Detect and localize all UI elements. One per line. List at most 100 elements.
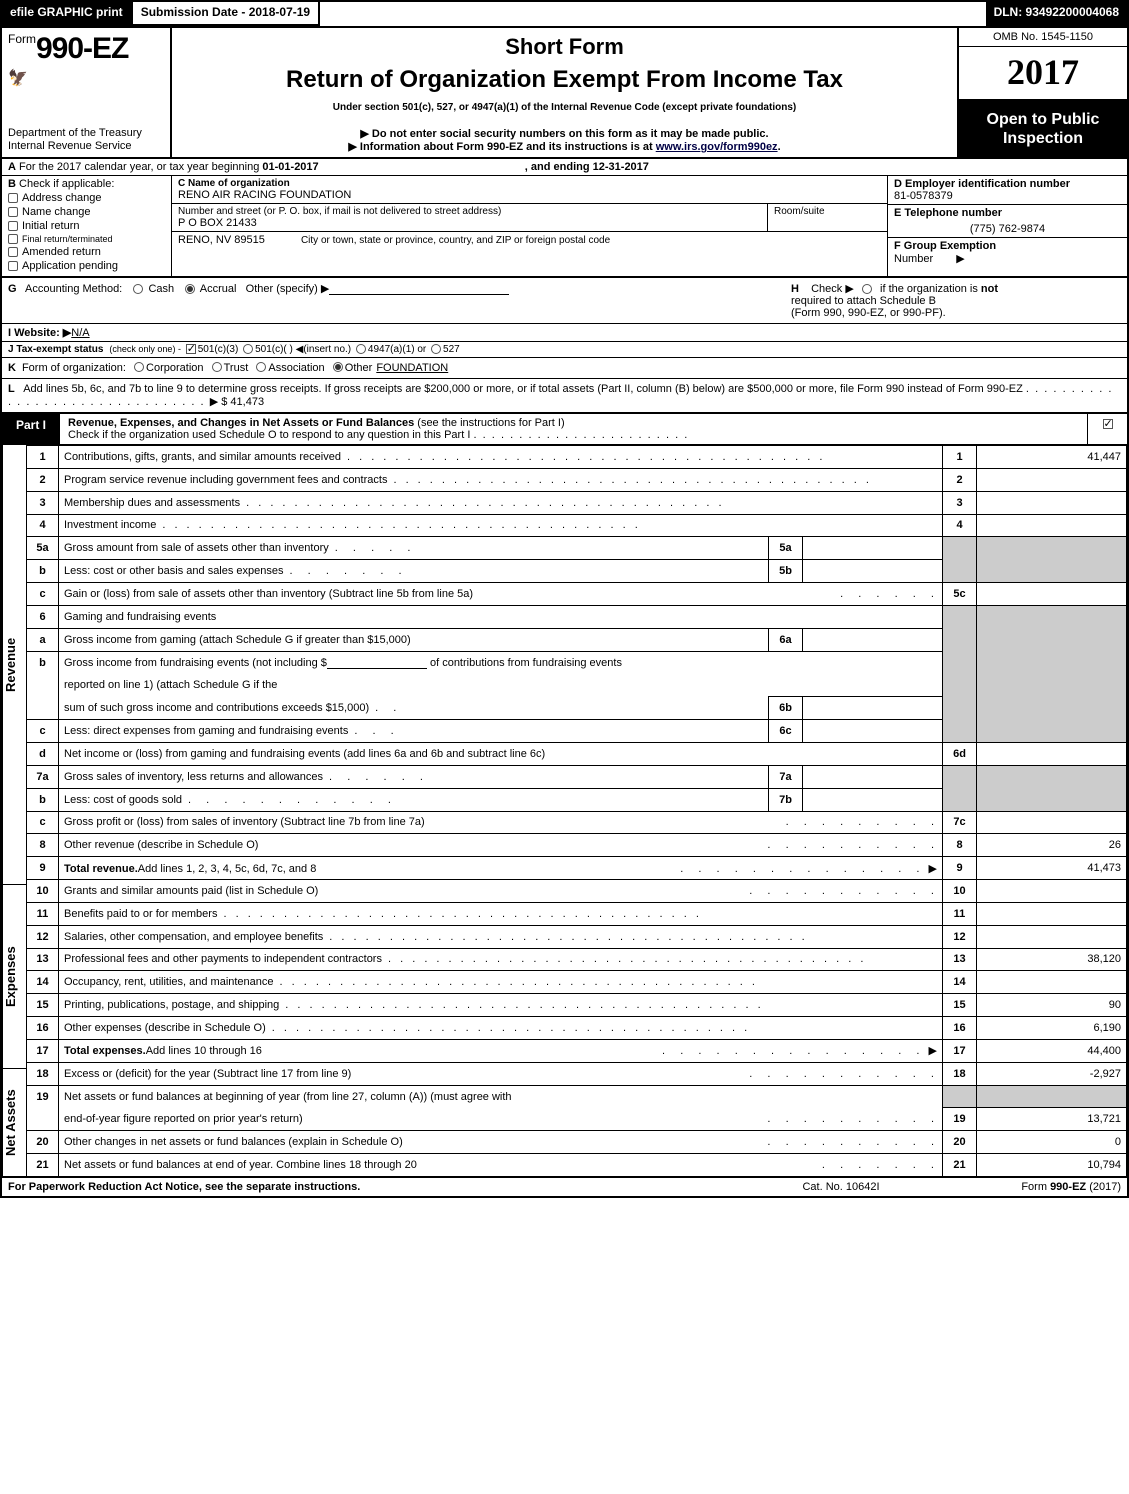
- g-cash: Cash: [148, 283, 174, 295]
- mid-5b: 5b: [769, 560, 803, 583]
- row-gh: G Accounting Method: Cash Accrual Other …: [2, 276, 1127, 323]
- open-to-public: Open to Public Inspection: [959, 101, 1127, 157]
- line-6: 6 Gaming and fundraising events: [27, 605, 1127, 628]
- shade-7-v: [977, 765, 1127, 811]
- dln-badge: DLN: 93492200004068: [986, 2, 1127, 26]
- desc-5a: Gross amount from sale of assets other t…: [59, 537, 769, 560]
- desc-12: Salaries, other compensation, and employ…: [59, 925, 943, 948]
- chk-final-return[interactable]: Final return/terminated: [8, 234, 165, 244]
- fundraising-amount-field[interactable]: [327, 657, 427, 669]
- cat-number: Cat. No. 10642I: [741, 1181, 941, 1193]
- chk-501c3[interactable]: [186, 344, 196, 354]
- line-7c: c Gross profit or (loss) from sales of i…: [27, 811, 1127, 834]
- form-number: Form990-EZ: [8, 32, 164, 66]
- irs-link[interactable]: www.irs.gov/form990ez: [656, 141, 778, 153]
- ln-10: 10: [27, 880, 59, 903]
- checkbox-icon: [8, 234, 18, 244]
- line-5a: 5a Gross amount from sale of assets othe…: [27, 537, 1127, 560]
- chk-527[interactable]: [431, 344, 441, 354]
- f-label2: Number: [894, 253, 933, 265]
- dept-irs: Internal Revenue Service: [8, 140, 164, 153]
- ln-6a: a: [27, 628, 59, 651]
- val-3: [977, 491, 1127, 514]
- line-20: 20 Other changes in net assets or fund b…: [27, 1131, 1127, 1154]
- l-lead: L: [8, 383, 15, 395]
- a-begin: 01-01-2017: [262, 161, 318, 173]
- num-20: 20: [943, 1131, 977, 1154]
- k-corp: Corporation: [146, 362, 203, 374]
- ln-21: 21: [27, 1154, 59, 1177]
- desc-6d: Net income or (loss) from gaming and fun…: [59, 742, 943, 765]
- val-18: -2,927: [977, 1062, 1127, 1085]
- mid-6b: 6b: [769, 697, 803, 720]
- chk-4947[interactable]: [356, 344, 366, 354]
- k-lead: K: [8, 362, 16, 374]
- row-d: D Employer identification number 81-0578…: [888, 176, 1127, 205]
- room-label: Room/suite: [774, 206, 887, 217]
- shade-6: [943, 605, 977, 742]
- tax-year: 2017: [959, 47, 1127, 101]
- page-footer: For Paperwork Reduction Act Notice, see …: [2, 1177, 1127, 1196]
- ln-20: 20: [27, 1131, 59, 1154]
- g-lead: G: [8, 283, 17, 295]
- l-text: Add lines 5b, 6c, and 7b to line 9 to de…: [23, 383, 1023, 395]
- desc-2: Program service revenue including govern…: [59, 468, 943, 491]
- num-21: 21: [943, 1154, 977, 1177]
- header-mid: Short Form Return of Organization Exempt…: [172, 28, 957, 157]
- val-9: 41,473: [977, 857, 1127, 880]
- submission-date: Submission Date - 2018-07-19: [131, 2, 320, 26]
- h-text2: if the organization is: [880, 283, 981, 295]
- form-num: 990-EZ: [36, 32, 128, 65]
- radio-trust[interactable]: [212, 362, 222, 372]
- ln-11: 11: [27, 902, 59, 925]
- ln-5c: c: [27, 583, 59, 606]
- chk-address-change[interactable]: Address change: [8, 192, 165, 204]
- chk-amended[interactable]: Amended return: [8, 246, 165, 258]
- radio-accrual[interactable]: [185, 284, 195, 294]
- part1-checkbox[interactable]: [1087, 414, 1127, 444]
- info-note-pre: ▶ Information about Form 990-EZ and its …: [348, 141, 655, 153]
- a-text2: , and ending: [525, 161, 593, 173]
- shade-7: [943, 765, 977, 811]
- h-checkbox[interactable]: [862, 284, 872, 294]
- desc-18: Excess or (deficit) for the year (Subtra…: [59, 1062, 943, 1085]
- num-8: 8: [943, 834, 977, 857]
- chk-app-pending[interactable]: Application pending: [8, 260, 165, 272]
- radio-corp[interactable]: [134, 362, 144, 372]
- c-addr-left: Number and street (or P. O. box, if mail…: [178, 206, 767, 229]
- num-17: 17: [943, 1039, 977, 1062]
- desc-1: Contributions, gifts, grants, and simila…: [59, 446, 943, 469]
- num-18: 18: [943, 1062, 977, 1085]
- g-other-field[interactable]: [329, 283, 509, 295]
- radio-cash[interactable]: [133, 284, 143, 294]
- num-1: 1: [943, 446, 977, 469]
- radio-other[interactable]: [333, 362, 343, 372]
- chk-initial-return[interactable]: Initial return: [8, 220, 165, 232]
- h-lead: H: [791, 283, 799, 295]
- val-13: 38,120: [977, 948, 1127, 971]
- desc-14: Occupancy, rent, utilities, and maintena…: [59, 971, 943, 994]
- checkbox-icon: [8, 207, 18, 217]
- num-2: 2: [943, 468, 977, 491]
- a-lead: A: [8, 161, 16, 173]
- spacer: [320, 2, 985, 26]
- line-9: 9 Total revenue. Add lines 1, 2, 3, 4, 5…: [27, 857, 1127, 880]
- line-3: 3 Membership dues and assessments. . . .…: [27, 491, 1127, 514]
- val-20: 0: [977, 1131, 1127, 1154]
- radio-assoc[interactable]: [256, 362, 266, 372]
- chk-name-change[interactable]: Name change: [8, 206, 165, 218]
- line-14: 14 Occupancy, rent, utilities, and maint…: [27, 971, 1127, 994]
- chk-501c[interactable]: [243, 344, 253, 354]
- dept-block: Department of the Treasury Internal Reve…: [8, 103, 164, 153]
- midval-7a: [803, 765, 943, 788]
- ln-7c: c: [27, 811, 59, 834]
- num-11: 11: [943, 902, 977, 925]
- c-name-label: C Name of organization: [178, 178, 881, 189]
- desc-7b: Less: cost of goods sold. . . . . . . . …: [59, 788, 769, 811]
- col-c: C Name of organization RENO AIR RACING F…: [172, 176, 887, 276]
- line-16: 16 Other expenses (describe in Schedule …: [27, 1017, 1127, 1040]
- ln-3: 3: [27, 491, 59, 514]
- num-3: 3: [943, 491, 977, 514]
- i-lead: I Website: ▶: [8, 327, 71, 339]
- val-7c: [977, 811, 1127, 834]
